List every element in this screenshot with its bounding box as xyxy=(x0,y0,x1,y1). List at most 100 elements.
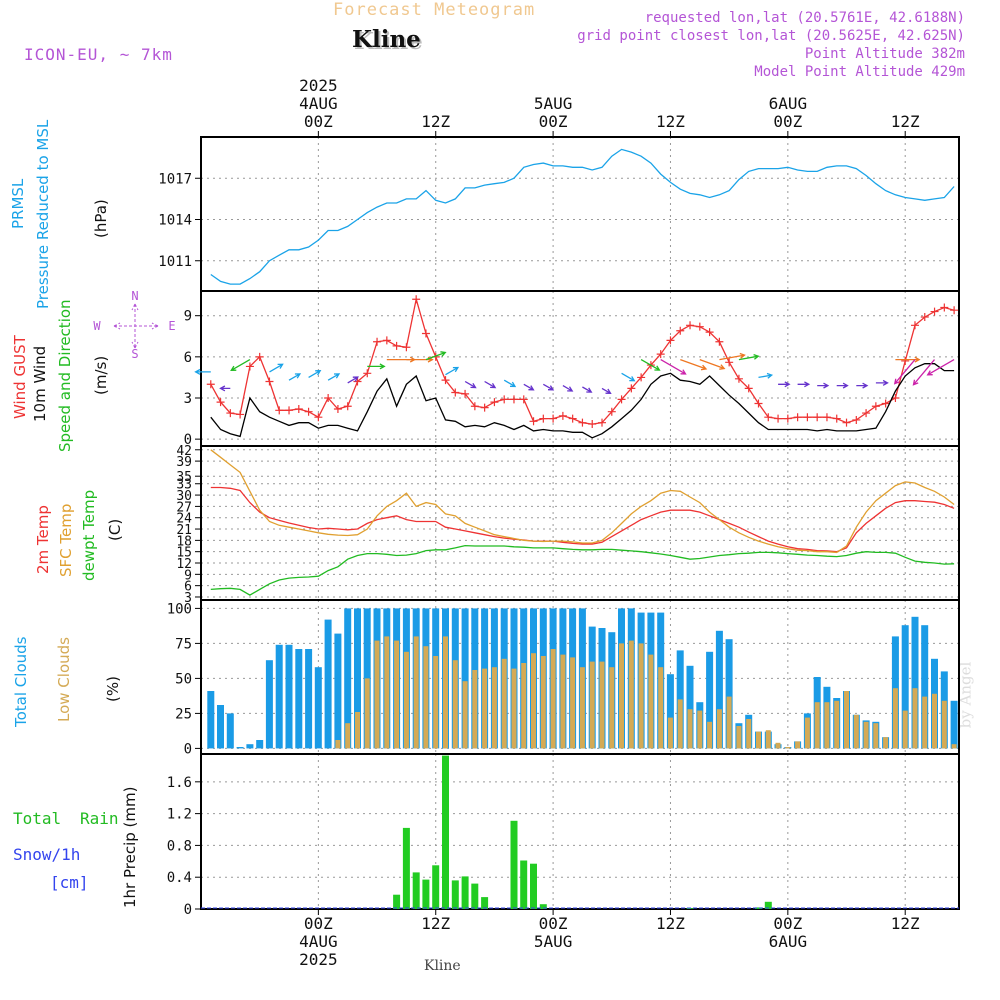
y-tick-label: 39 xyxy=(176,455,192,470)
low-cloud-bar xyxy=(736,726,742,749)
y-tick-label: 42 xyxy=(176,444,192,459)
gust-marker xyxy=(862,409,871,418)
y-tick-label: 75 xyxy=(175,636,192,652)
low-cloud-bar xyxy=(403,651,409,749)
low-cloud-bar xyxy=(394,640,400,749)
wind-direction-arrow xyxy=(893,359,916,385)
wind-speed-line xyxy=(210,363,955,439)
wind-direction-arrow xyxy=(719,352,746,361)
gust-marker xyxy=(852,415,861,424)
precip-bar xyxy=(755,907,762,909)
y-tick-label: 0 xyxy=(184,902,192,918)
gust-marker xyxy=(666,336,675,345)
low-cloud-bar xyxy=(511,668,517,749)
x-tick-label-bottom: 00Z xyxy=(773,914,802,933)
gust-marker xyxy=(519,395,528,404)
gust-marker xyxy=(558,411,567,420)
low-cloud-bar xyxy=(648,654,654,749)
temp-2m-line xyxy=(210,486,955,553)
y-tick-label: 25 xyxy=(175,706,192,722)
total-cloud-bar xyxy=(725,639,733,749)
low-cloud-bar xyxy=(687,709,693,749)
gust-marker xyxy=(637,373,646,382)
y-tick-label: 35 xyxy=(176,470,192,485)
total-cloud-bar xyxy=(256,740,264,749)
precip-bar xyxy=(461,876,469,909)
low-cloud-bar xyxy=(550,649,556,749)
low-cloud-bar xyxy=(834,700,840,749)
x-tick-label-bottom: 2025 xyxy=(299,950,338,969)
x-tick-label-top: 12Z xyxy=(656,112,685,131)
wind-direction-arrow xyxy=(895,356,921,363)
total-cloud-bar xyxy=(236,747,244,749)
gust-marker xyxy=(617,395,626,404)
y-tick-label: 12 xyxy=(176,557,192,572)
low-cloud-bar xyxy=(335,740,341,749)
compass-south: S xyxy=(131,347,138,361)
gust-marker xyxy=(255,352,264,361)
total-cloud-bar xyxy=(295,649,303,749)
wind-direction-arrow xyxy=(542,383,555,391)
wind-direction-arrow xyxy=(503,379,517,388)
precip-label-cm: [cm] xyxy=(50,873,89,892)
gust-marker xyxy=(451,388,460,397)
total-cloud-bar xyxy=(305,649,313,749)
x-tick-label-top: 5AUG xyxy=(534,94,573,113)
precip-bar xyxy=(422,879,430,909)
low-cloud-bar xyxy=(638,643,644,749)
gridpoint-coords: grid point closest lon,lat (20.5625E, 42… xyxy=(577,28,965,44)
wind-direction-arrow xyxy=(660,359,687,375)
gust-marker xyxy=(588,420,597,429)
gust-marker xyxy=(578,418,587,427)
gust-marker xyxy=(402,343,411,352)
low-cloud-bar xyxy=(932,693,937,749)
gust-marker xyxy=(324,393,333,402)
precip-bar xyxy=(442,755,449,909)
gust-marker xyxy=(480,403,489,412)
wind-direction-arrow xyxy=(601,387,612,394)
low-cloud-bar xyxy=(795,741,801,749)
wind-direction-arrow xyxy=(856,382,869,389)
precip-bar xyxy=(432,865,440,909)
total-cloud-bar xyxy=(911,616,919,749)
wind-direction-arrow xyxy=(327,373,341,381)
total-cloud-bar xyxy=(334,633,342,749)
total-cloud-bar xyxy=(921,625,929,749)
panel-frame-pressure xyxy=(200,136,960,292)
low-cloud-bar xyxy=(472,670,478,749)
x-tick-label-bottom: 4AUG xyxy=(299,932,338,951)
x-tick-label-top: 4AUG xyxy=(299,94,338,113)
gust-marker xyxy=(226,409,235,418)
x-tick-label-bottom: 12Z xyxy=(891,914,920,933)
x-tick-label-bottom: 12Z xyxy=(421,914,450,933)
low-cloud-bar xyxy=(667,717,673,749)
gust-line xyxy=(210,299,955,425)
y-tick-label: 1014 xyxy=(158,213,192,229)
gust-marker xyxy=(832,414,841,423)
precip-bar xyxy=(402,827,410,909)
wind-direction-arrow xyxy=(817,382,830,389)
gust-marker xyxy=(774,414,783,423)
low-cloud-bar xyxy=(609,667,615,749)
low-cloud-bar xyxy=(384,636,390,749)
low-cloud-bar xyxy=(599,661,605,749)
y-tick-label: 1.2 xyxy=(167,807,192,823)
low-cloud-bar xyxy=(726,696,732,749)
wind-direction-arrow xyxy=(836,382,849,389)
y-tick-label: 27 xyxy=(176,500,192,515)
gust-marker xyxy=(901,356,910,365)
wind-direction-arrow xyxy=(484,380,497,389)
total-cloud-bar xyxy=(226,713,234,749)
gust-marker xyxy=(695,322,704,331)
temp-sfc-line xyxy=(210,449,955,554)
gust-marker xyxy=(265,377,274,386)
gust-marker xyxy=(549,414,558,423)
wind-direction-arrow xyxy=(347,376,359,384)
low-cloud-bar xyxy=(619,643,624,749)
low-cloud-bar xyxy=(785,747,791,749)
gust-marker xyxy=(294,404,303,413)
x-tick-label-bottom: 00Z xyxy=(539,914,568,933)
gust-marker xyxy=(206,380,215,389)
gust-marker xyxy=(304,407,313,416)
gust-marker xyxy=(470,402,479,411)
